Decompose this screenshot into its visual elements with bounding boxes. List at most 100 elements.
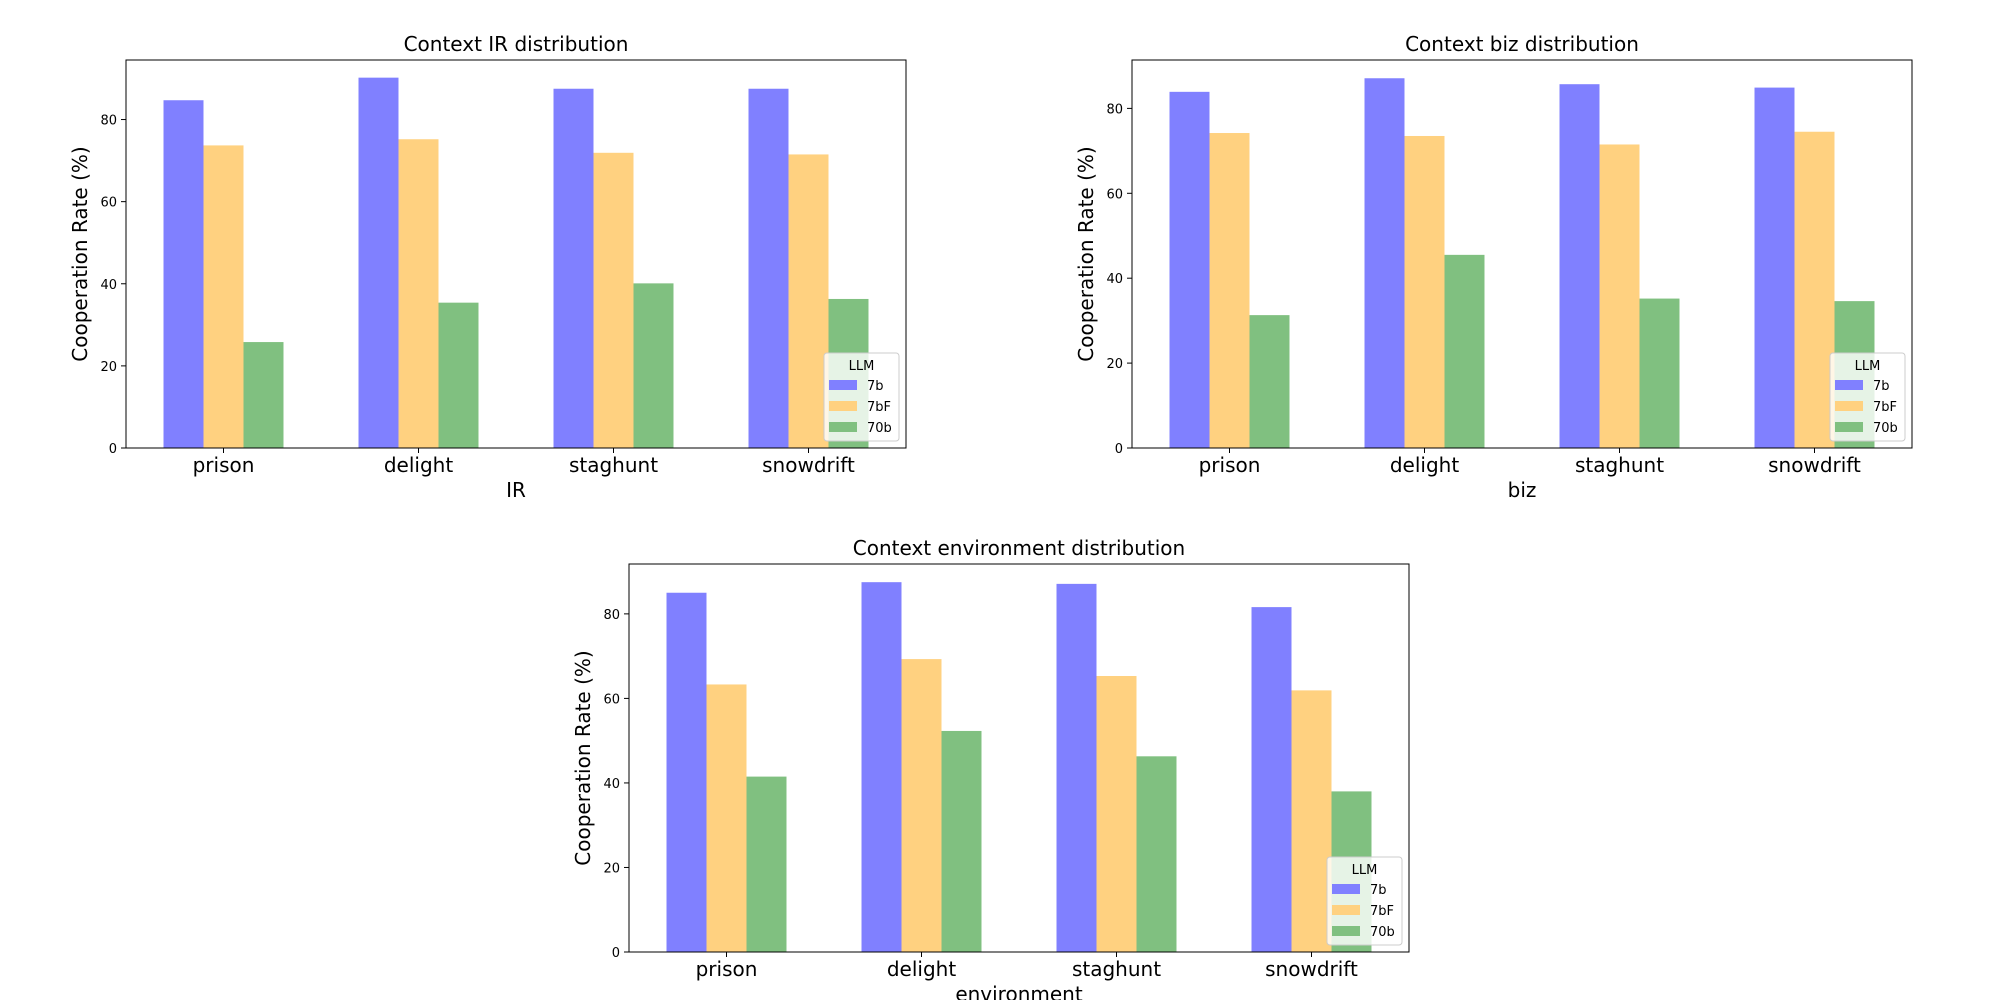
- subplot-2: 0 20 40 60 80 prison delight staghunt snowdrift C…: [571, 536, 1410, 1000]
- y-tick-label: 40: [1106, 272, 1123, 287]
- bar-7b-delight: [1364, 78, 1405, 448]
- bar-70b-staghunt: [633, 283, 674, 448]
- bar-7b-prison: [163, 100, 204, 449]
- bar-70b-prison: [746, 776, 787, 952]
- bar-7b-staghunt: [1559, 84, 1600, 449]
- chart-title: Context environment distribution: [853, 536, 1185, 560]
- bar-7b-delight: [358, 77, 399, 448]
- legend-swatch-70b: [1332, 926, 1360, 936]
- legend: LLM 7b 7bF 70b: [1829, 352, 1906, 442]
- x-tick-label: snowdrift: [762, 453, 855, 477]
- legend-label: 7bF: [1873, 400, 1897, 415]
- bar-7bF-delight: [398, 139, 439, 449]
- legend-swatch-70b: [829, 422, 857, 432]
- bar-70b-prison: [243, 342, 284, 448]
- legend-title: LLM: [849, 359, 875, 374]
- legend-swatch-7b: [1835, 380, 1863, 390]
- bar-7b-staghunt: [553, 88, 594, 449]
- bar-7bF-staghunt: [593, 152, 634, 448]
- y-tick-label: 60: [603, 692, 620, 707]
- y-tick-label: 40: [100, 278, 117, 293]
- chart-title: Context biz distribution: [1405, 32, 1639, 56]
- plot-frame: [1131, 59, 1913, 449]
- legend-swatch-7bF: [1835, 401, 1863, 411]
- bar-70b-delight: [1444, 254, 1485, 448]
- y-tick-label: 0: [1115, 442, 1123, 457]
- y-tick-label: 60: [100, 196, 117, 211]
- legend-swatch-7b: [1332, 884, 1360, 894]
- x-tick-label: staghunt: [1072, 957, 1161, 981]
- y-tick-label: 20: [1106, 357, 1123, 372]
- bar-7bF-delight: [901, 659, 942, 952]
- plot-frame: [125, 59, 907, 449]
- bar-70b-delight: [941, 730, 982, 952]
- y-axis-label: Cooperation Rate (%): [571, 650, 595, 865]
- subplot-1: 0 20 40 60 80 prison delight staghunt snowdrift C…: [1074, 32, 1913, 502]
- y-tick-label: 20: [603, 861, 620, 876]
- y-tick-label: 40: [603, 777, 620, 792]
- x-tick-label: delight: [384, 453, 453, 477]
- bar-70b-prison: [1249, 315, 1290, 448]
- bar-7b-snowdrift: [1251, 607, 1292, 952]
- legend-label: 70b: [1873, 421, 1898, 436]
- bar-70b-delight: [438, 302, 479, 448]
- legend: LLM 7b 7bF 70b: [823, 352, 900, 442]
- bar-7b-snowdrift: [1754, 87, 1795, 449]
- legend-label: 70b: [867, 421, 892, 436]
- subplot-0: 0 20 40 60 80 prison delight staghunt snowdrift C…: [68, 32, 907, 502]
- x-axis-label: biz: [1508, 478, 1537, 502]
- legend-label: 7b: [1370, 883, 1387, 898]
- bar-7bF-snowdrift: [788, 154, 829, 448]
- bar-70b-staghunt: [1639, 298, 1680, 448]
- x-tick-label: prison: [696, 957, 758, 981]
- x-tick-label: snowdrift: [1265, 957, 1358, 981]
- legend-swatch-7bF: [1332, 905, 1360, 915]
- y-tick-label: 60: [1106, 187, 1123, 202]
- bar-7bF-snowdrift: [1291, 690, 1332, 952]
- legend-swatch-70b: [1835, 422, 1863, 432]
- legend-label: 70b: [1370, 925, 1395, 940]
- x-tick-label: staghunt: [569, 453, 658, 477]
- bar-7bF-staghunt: [1096, 676, 1137, 952]
- legend-box: [823, 352, 900, 442]
- bar-7bF-snowdrift: [1794, 131, 1835, 448]
- plot-frame: [628, 563, 1410, 953]
- y-tick-label: 80: [100, 114, 117, 129]
- legend-swatch-7b: [829, 380, 857, 390]
- legend-title: LLM: [1352, 863, 1378, 878]
- y-tick-label: 0: [109, 442, 117, 457]
- x-tick-label: snowdrift: [1768, 453, 1861, 477]
- y-tick-label: 0: [612, 946, 620, 961]
- bar-7bF-prison: [203, 145, 244, 448]
- legend-title: LLM: [1855, 359, 1881, 374]
- bar-7bF-prison: [1209, 133, 1250, 448]
- y-axis-label: Cooperation Rate (%): [1074, 146, 1098, 361]
- bar-7b-delight: [861, 582, 902, 952]
- x-axis-label: IR: [506, 478, 526, 502]
- legend-box: [1326, 856, 1403, 946]
- bar-7b-prison: [666, 592, 707, 952]
- bar-7b-snowdrift: [748, 88, 789, 449]
- chart-title: Context IR distribution: [404, 32, 629, 56]
- x-axis-label: environment: [955, 982, 1083, 1000]
- bar-7bF-staghunt: [1599, 144, 1640, 448]
- legend-box: [1829, 352, 1906, 442]
- legend-swatch-7bF: [829, 401, 857, 411]
- bar-7b-staghunt: [1056, 583, 1097, 952]
- y-tick-label: 80: [1106, 102, 1123, 117]
- bar-7bF-delight: [1404, 135, 1445, 448]
- legend-label: 7b: [867, 379, 884, 394]
- y-tick-label: 80: [603, 608, 620, 623]
- x-tick-label: delight: [1390, 453, 1459, 477]
- bar-7b-prison: [1169, 91, 1210, 448]
- x-tick-label: prison: [193, 453, 255, 477]
- y-tick-label: 20: [100, 360, 117, 375]
- x-tick-label: staghunt: [1575, 453, 1664, 477]
- bar-70b-staghunt: [1136, 756, 1177, 952]
- x-tick-label: delight: [887, 957, 956, 981]
- x-tick-label: prison: [1199, 453, 1261, 477]
- legend-label: 7bF: [1370, 904, 1394, 919]
- legend-label: 7b: [1873, 379, 1890, 394]
- legend: LLM 7b 7bF 70b: [1326, 856, 1403, 946]
